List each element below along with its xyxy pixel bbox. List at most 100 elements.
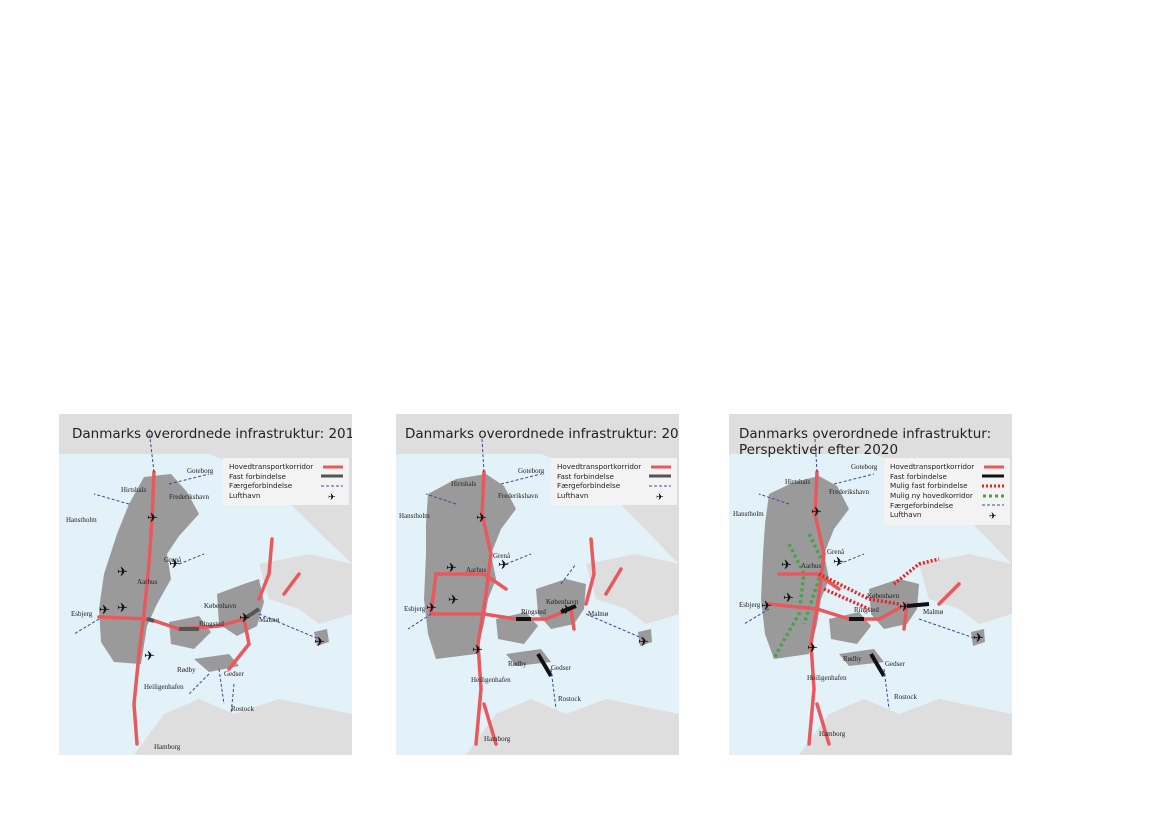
plane-icon: ✈	[446, 561, 457, 576]
city-frederikshavn: Frederikshavn	[829, 488, 870, 496]
city-esbjerg: Esbjerg	[739, 601, 761, 609]
city-rodby: Rødby	[177, 666, 196, 674]
fixed-links	[146, 607, 261, 631]
map-title-line2: Perspektiver efter 2020	[739, 442, 899, 458]
ferries	[407, 438, 645, 710]
city-hamborg: Hamborg	[154, 743, 181, 751]
legend-item-ferry: Færgeforbindelse	[229, 481, 343, 491]
city-labels: Goteborg Hirtshals Frederikshavn Hanstho…	[399, 467, 609, 743]
possible-corridors	[772, 533, 826, 660]
city-hirtshals: Hirtshals	[121, 486, 147, 494]
map-2011-graphic: ✈ ✈ ✈ ✈ ✈ ✈ ✈ ✈ Goteborg Hirtshals Frede…	[59, 428, 352, 755]
lolland-landmass	[194, 654, 239, 672]
city-labels: Goteborg Hirtshals Frederikshavn Hanstho…	[66, 467, 280, 751]
city-rostock: Rostock	[894, 693, 917, 701]
plane-icon: ✈	[811, 505, 822, 520]
city-heiligenhafen: Heiligenhafen	[144, 683, 184, 691]
scania-landmass	[919, 554, 1012, 624]
plane-icon: ✈	[117, 565, 128, 580]
city-malmo: Malmø	[588, 610, 609, 618]
city-ringsted: Ringsted	[521, 608, 546, 616]
plane-icon: ✈	[117, 601, 128, 616]
map-legend: Hovedtransportkorridor Fast forbindelse …	[884, 458, 1010, 525]
airports: ✈ ✈ ✈ ✈ ✈ ✈ ✈ ✈	[99, 511, 325, 664]
city-esbjerg: Esbjerg	[404, 605, 426, 613]
ferries	[743, 438, 978, 710]
svg-text:✈: ✈	[656, 493, 664, 500]
plane-icon: ✈	[989, 512, 997, 519]
fixed-links	[516, 604, 577, 678]
plane-icon: ✈	[656, 493, 664, 500]
plane-icon: ✈	[328, 493, 336, 500]
plane-icon: ✈	[783, 591, 794, 606]
legend-item-fixed-link: Fast forbindelse	[229, 472, 343, 482]
city-kobenhavn: København	[546, 598, 579, 606]
city-hamborg: Hamborg	[484, 735, 511, 743]
red-dotted-icon	[982, 484, 1004, 488]
legend-item-airport: Lufthavn ✈	[557, 491, 671, 501]
plane-icon: ✈	[314, 635, 325, 650]
map-panel-2020: ✈ ✈ ✈ ✈ ✈ ✈ ✈ ✈ Goteborg Hirtshals Frede…	[396, 414, 679, 755]
red-line-icon	[323, 465, 343, 469]
city-hanstholm: Hanstholm	[733, 510, 764, 518]
svg-text:✈: ✈	[989, 512, 997, 519]
plane-icon: ✈	[899, 600, 910, 615]
map-future-graphic: ✈ ✈ ✈ ✈ ✈ ✈ ✈ ✈ Goteborg Hirtshals Frede…	[729, 438, 1012, 755]
scania-landmass	[259, 554, 352, 624]
city-goteborg: Goteborg	[851, 463, 878, 471]
city-aarhus: Aarhus	[466, 566, 486, 574]
airports: ✈ ✈ ✈ ✈ ✈ ✈ ✈ ✈	[761, 505, 984, 656]
map-title: Danmarks overordnede infrastruktur: Pers…	[739, 426, 991, 458]
legend-item-corridor: Hovedtransportkorridor	[229, 462, 343, 472]
map-legend: Hovedtransportkorridor Fast forbindelse …	[223, 458, 349, 506]
plane-icon: ✈	[147, 511, 158, 526]
jutland-landmass	[761, 476, 849, 659]
legend-item-possible-corridor: Mulig ny hovedkorridor	[890, 491, 1004, 501]
legend-item-ferry: Færgeforbindelse	[890, 500, 1004, 510]
city-rodby: Rødby	[508, 660, 527, 668]
city-hirtshals: Hirtshals	[785, 478, 811, 486]
plane-icon: ✈	[761, 599, 772, 614]
bornholm-landmass	[971, 629, 985, 646]
city-frederikshavn: Frederikshavn	[498, 492, 539, 500]
plane-icon: ✈	[448, 593, 459, 608]
bornholm-landmass	[314, 629, 329, 646]
plane-icon: ✈	[561, 603, 572, 618]
map-title: Danmarks overordnede infrastruktur: 2011	[72, 426, 352, 442]
city-hanstholm: Hanstholm	[66, 516, 97, 524]
legend-item-corridor: Hovedtransportkorridor	[557, 462, 671, 472]
map-title-line1: Danmarks overordnede infrastruktur:	[739, 426, 992, 442]
bornholm-landmass	[638, 629, 652, 646]
plane-icon: ✈	[781, 558, 792, 573]
legend-item-airport: Lufthavn ✈	[229, 491, 343, 501]
city-malmo: Malmø	[259, 616, 280, 624]
funen-landmass	[169, 616, 211, 649]
airports: ✈ ✈ ✈ ✈ ✈ ✈ ✈ ✈	[426, 511, 649, 658]
ferries	[73, 428, 320, 715]
map-panel-after-2020: ✈ ✈ ✈ ✈ ✈ ✈ ✈ ✈ Goteborg Hirtshals Frede…	[729, 414, 1012, 755]
plane-icon: ✈	[973, 631, 984, 646]
legend-item-airport: Lufthavn ✈	[890, 510, 1004, 520]
fixed-links	[849, 602, 930, 678]
city-kobenhavn: København	[867, 592, 900, 600]
plane-icon: ✈	[426, 601, 437, 616]
city-kobenhavn: København	[204, 602, 237, 610]
city-esbjerg: Esbjerg	[71, 610, 93, 618]
city-hanstholm: Hanstholm	[399, 512, 430, 520]
scania-landmass	[586, 554, 679, 624]
plane-icon: ✈	[169, 557, 180, 572]
city-heiligenhafen: Heiligenhafen	[807, 674, 847, 682]
city-goteborg: Goteborg	[518, 467, 545, 475]
map-2020-graphic: ✈ ✈ ✈ ✈ ✈ ✈ ✈ ✈ Goteborg Hirtshals Frede…	[396, 438, 679, 755]
red-line-icon	[984, 465, 1004, 469]
city-aarhus: Aarhus	[137, 578, 157, 586]
plane-icon: ✈	[833, 555, 844, 570]
black-line-icon	[982, 474, 1004, 478]
city-rodby: Rødby	[843, 655, 862, 663]
grey-line-icon	[321, 474, 343, 478]
city-hirtshals: Hirtshals	[451, 480, 477, 488]
city-ringsted: Ringsted	[854, 606, 879, 614]
plane-icon: ✈	[239, 611, 250, 626]
city-ringsted: Ringsted	[199, 620, 224, 628]
city-heiligenhafen: Heiligenhafen	[471, 676, 511, 684]
